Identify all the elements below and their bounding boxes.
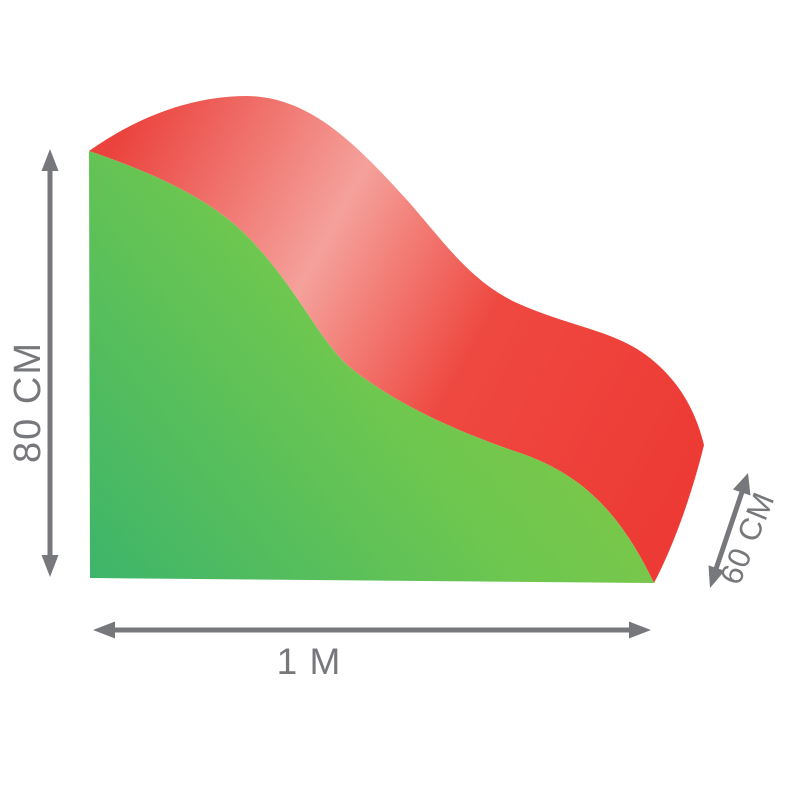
height-dimension-label: 80 CM <box>7 341 49 463</box>
depth-arrow-head-lower-icon <box>708 565 725 588</box>
width-dimension-label: 1 M <box>277 641 342 682</box>
height-arrow-head-down-icon <box>41 555 59 577</box>
depth-arrow-head-upper-icon <box>733 473 751 496</box>
slide-front-face-green <box>89 151 654 583</box>
height-dimension-arrow <box>41 149 59 577</box>
height-arrow-head-up-icon <box>41 149 59 171</box>
width-arrow-head-left-icon <box>93 621 115 639</box>
depth-dimension-label: 60 CM <box>713 487 782 589</box>
width-dimension-arrow <box>93 621 651 639</box>
width-arrow-head-right-icon <box>629 621 651 639</box>
slide-top-surface-red <box>89 96 704 583</box>
depth-arrow-line <box>713 491 745 570</box>
depth-dimension-arrow <box>708 473 751 588</box>
